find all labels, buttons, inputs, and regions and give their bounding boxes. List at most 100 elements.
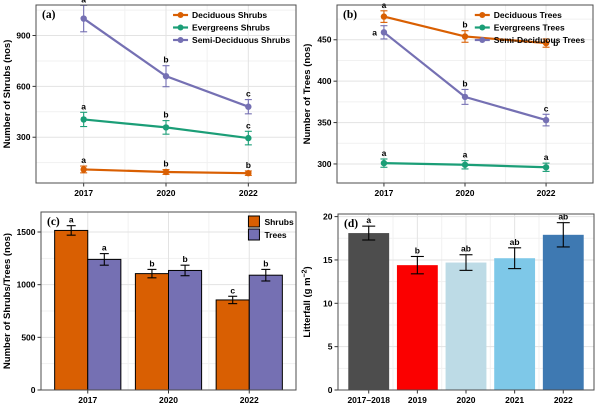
data-point: [542, 39, 550, 47]
x-tick-label: 2020: [457, 395, 476, 405]
x-tick-label: 2017: [78, 395, 97, 405]
panel-label: (a): [42, 9, 56, 21]
bars-trees: a b b: [87, 243, 283, 391]
x-tick-label: 2017: [74, 188, 93, 198]
legend-label: Semi-Deciduous Trees: [494, 35, 585, 45]
significance-letter: c: [544, 103, 549, 113]
panel-label: (b): [343, 9, 357, 21]
legend-point-marker: [177, 24, 184, 31]
y-tick-label: 300: [317, 159, 331, 169]
legend-point-marker: [479, 24, 486, 31]
legend-label: Trees: [264, 230, 286, 240]
significance-letter: b: [163, 55, 168, 65]
data-point: [162, 73, 170, 80]
legend: Deciduous Trees Evergreens Trees Semi-Deci…: [474, 10, 585, 45]
significance-letter: a: [372, 27, 377, 37]
y-tick-label: 900: [16, 30, 30, 40]
x-tick-label: 2022: [554, 395, 573, 405]
significance-letter: a: [463, 150, 468, 160]
data-point: [80, 15, 87, 22]
significance-letter: b: [415, 245, 420, 255]
data-point: [162, 124, 170, 131]
legend-swatch: [247, 215, 260, 228]
bar: [54, 229, 89, 391]
legend-swatch: [247, 228, 260, 241]
significance-letter: b: [462, 20, 467, 30]
y-axis-title: Litterfall (g m−2): [302, 266, 314, 337]
series-semi-deciduous-shrubs: a b c: [80, 0, 252, 115]
bar: [215, 299, 250, 391]
bar: [87, 258, 122, 391]
y-tick-label: 500: [21, 332, 35, 342]
legend-label: Evergreens Trees: [494, 23, 565, 33]
data-point: [245, 169, 252, 177]
bar: [348, 233, 390, 390]
legend-label: Shrubs: [264, 217, 294, 227]
data-point: [461, 33, 469, 40]
data-point: [380, 13, 388, 20]
chart-a: 300 600 900 2017 2020 2022 Number of Shrubs (n…: [2, 0, 297, 198]
significance-letter: b: [163, 159, 168, 169]
significance-letter: ab: [461, 244, 471, 254]
y-tick-label: 600: [16, 81, 30, 91]
legend-label: Deciduous Trees: [494, 10, 562, 20]
legend-point-marker: [479, 37, 486, 43]
y-tick-label: 10: [323, 298, 333, 308]
x-tick-label: 2017–2018: [347, 395, 390, 405]
chart-b: 300 350 400 450 2017 2020 2022 Number of Trees …: [302, 0, 594, 198]
chart-c: 0 500 1000 1500 2017 2020 2022 Number of Shrubs…: [2, 211, 297, 405]
y-tick-label: 15: [323, 255, 333, 265]
panel-label: (c): [47, 216, 60, 228]
significance-letter: b: [462, 78, 467, 88]
significance-letter: a: [81, 101, 86, 111]
bar: [445, 262, 487, 390]
data-point: [542, 164, 550, 171]
data-point: [162, 168, 170, 176]
bars-shrubs: a b c: [54, 215, 250, 391]
legend-point-marker: [479, 12, 486, 18]
y-tick-label: 450: [317, 35, 331, 45]
axes: 0 500 1000 1500 2017 2020 2022 Number of Shrubs…: [2, 227, 259, 405]
legend-point-marker: [177, 37, 184, 43]
legend-label: Semi-Deciduous Shrubs: [192, 35, 291, 45]
x-tick-label: 2020: [157, 188, 176, 198]
significance-letter: a: [382, 148, 387, 158]
x-tick-label: 2021: [505, 395, 524, 405]
panel-c-shrubs-trees-bars-chart: 0 500 1000 1500 2017 2020 2022 Number of Shrubs…: [0, 207, 300, 413]
significance-letter: a: [366, 215, 371, 225]
significance-letter: b: [263, 258, 268, 268]
y-axis-title: Number of Trees (nos): [302, 44, 313, 145]
significance-letter: c: [230, 285, 235, 295]
x-tick-label: 2020: [456, 188, 475, 198]
data-point: [461, 93, 469, 101]
axes: 300 600 900 2017 2020 2022 Number of Shrubs (n…: [2, 30, 258, 198]
data-point: [245, 103, 252, 110]
y-tick-label: 1000: [17, 280, 36, 290]
significance-letter: a: [69, 215, 74, 225]
y-axis-title: Number of Shrubs/Trees (nos): [2, 233, 13, 369]
y-tick-label: 400: [317, 76, 331, 86]
legend: Shrubs Trees: [247, 215, 294, 241]
bar: [542, 234, 584, 390]
data-point: [542, 116, 550, 124]
y-tick-label: 0: [328, 385, 333, 395]
y-tick-label: 5: [328, 342, 333, 352]
bar: [134, 273, 169, 391]
x-tick-label: 2020: [159, 395, 178, 405]
legend-label: Evergreens Shrubs: [192, 23, 270, 33]
bar: [248, 274, 283, 391]
significance-letter: a: [81, 0, 86, 4]
bar: [168, 269, 203, 391]
y-axis-title: Number of Shrubs (nos): [2, 40, 13, 149]
panel-b-tree-lines-chart: 300 350 400 450 2017 2020 2022 Number of Trees …: [300, 0, 600, 207]
data-point: [245, 134, 252, 142]
significance-letter: c: [246, 89, 251, 99]
x-tick-label: 2022: [240, 395, 259, 405]
panel-d-litterfall-bars-chart: 0 5 10 15 20 2017–2018 2019 2020 2021 2022 Litterf…: [300, 207, 600, 413]
significance-letter: c: [246, 120, 251, 130]
significance-letter: b: [182, 254, 187, 264]
y-tick-label: 1500: [17, 227, 36, 237]
